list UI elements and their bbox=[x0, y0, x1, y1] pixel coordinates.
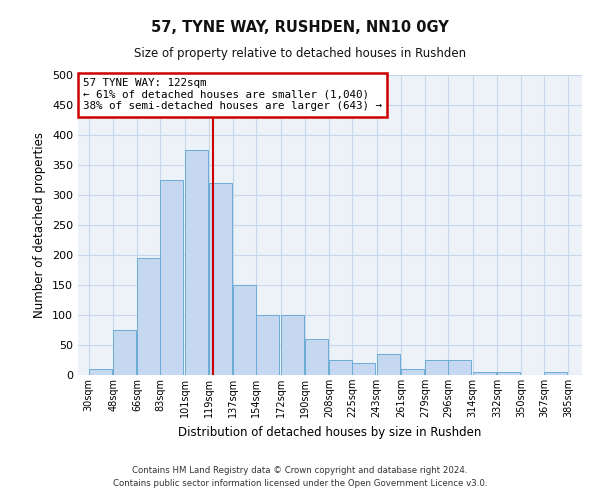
Bar bbox=[352, 363, 375, 375]
Bar bbox=[497, 372, 520, 375]
Bar bbox=[256, 315, 280, 375]
Bar bbox=[89, 369, 112, 375]
Bar bbox=[473, 372, 496, 375]
Bar bbox=[209, 183, 232, 375]
Bar bbox=[544, 372, 567, 375]
Y-axis label: Number of detached properties: Number of detached properties bbox=[34, 132, 46, 318]
Bar bbox=[401, 369, 424, 375]
Text: 57 TYNE WAY: 122sqm
← 61% of detached houses are smaller (1,040)
38% of semi-det: 57 TYNE WAY: 122sqm ← 61% of detached ho… bbox=[83, 78, 382, 111]
Text: 57, TYNE WAY, RUSHDEN, NN10 0GY: 57, TYNE WAY, RUSHDEN, NN10 0GY bbox=[151, 20, 449, 35]
Bar bbox=[329, 360, 352, 375]
Bar bbox=[281, 315, 304, 375]
Bar bbox=[160, 180, 184, 375]
Bar bbox=[185, 150, 208, 375]
Bar bbox=[137, 258, 160, 375]
Bar bbox=[448, 360, 471, 375]
X-axis label: Distribution of detached houses by size in Rushden: Distribution of detached houses by size … bbox=[178, 426, 482, 438]
Bar bbox=[425, 360, 448, 375]
Bar bbox=[233, 285, 256, 375]
Bar bbox=[377, 354, 400, 375]
Text: Contains HM Land Registry data © Crown copyright and database right 2024.
Contai: Contains HM Land Registry data © Crown c… bbox=[113, 466, 487, 487]
Bar bbox=[305, 339, 328, 375]
Text: Size of property relative to detached houses in Rushden: Size of property relative to detached ho… bbox=[134, 48, 466, 60]
Bar bbox=[113, 330, 136, 375]
